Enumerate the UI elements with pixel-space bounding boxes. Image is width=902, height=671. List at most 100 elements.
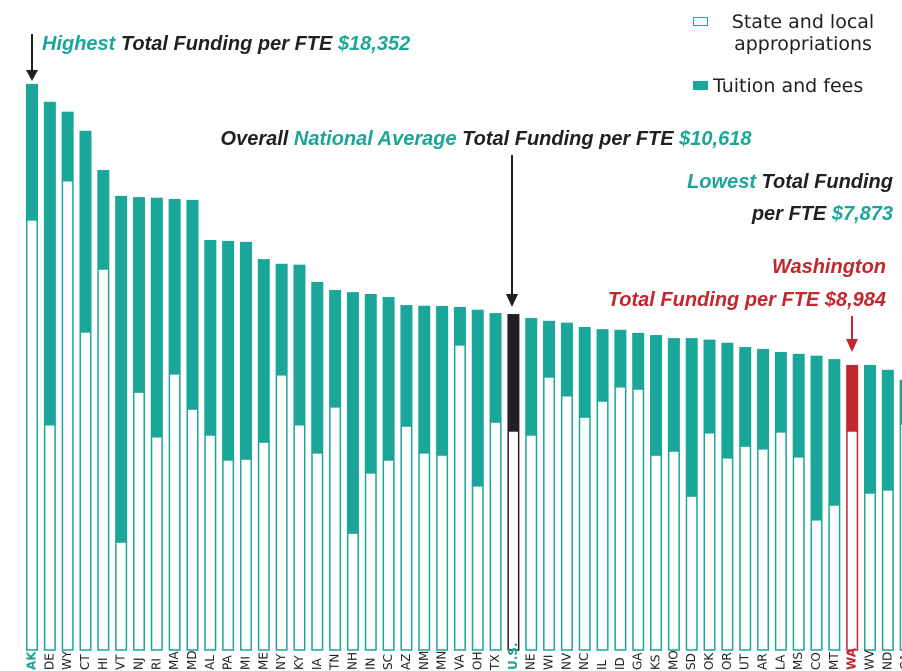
bar-segment — [364, 472, 377, 651]
bar-segment — [400, 305, 413, 427]
bar-segment — [614, 386, 627, 651]
x-tick-label: PA — [221, 655, 235, 670]
x-tick-label: OK — [702, 652, 716, 670]
bar-segment — [204, 434, 217, 651]
x-tick-label: OR — [720, 652, 734, 670]
bar-segment — [186, 408, 199, 651]
bar-segment — [115, 195, 128, 543]
annotation: per FTE $7,873 — [751, 203, 893, 225]
bar-segment — [61, 180, 74, 651]
annotation-part: Overall — [221, 128, 289, 150]
bar-segment — [739, 445, 752, 651]
x-tick-label: NE — [524, 653, 538, 670]
x-tick-label: NY — [274, 653, 288, 670]
x-tick-label: ND — [880, 652, 894, 670]
bar-segment — [346, 292, 359, 534]
x-tick-label: WV — [863, 649, 877, 670]
bar-segment — [132, 391, 145, 651]
x-tick-label: UT — [738, 653, 752, 670]
bar-segment — [43, 424, 56, 651]
x-tick-label: NC — [577, 653, 591, 670]
bar-segment — [204, 240, 217, 435]
x-tick-label: AR — [756, 653, 770, 670]
arrow-head — [846, 339, 858, 352]
bar-segment — [239, 241, 252, 460]
x-tick-label: WI — [542, 655, 556, 670]
bar-segment — [899, 379, 902, 424]
bar-segment — [632, 332, 645, 390]
x-tick-label: MD — [185, 650, 199, 670]
x-tick-label: HI — [96, 657, 110, 670]
annotation-part: $7,873 — [831, 203, 893, 225]
x-tick-label: VA — [452, 654, 466, 670]
bar-segment — [543, 320, 556, 377]
legend-label: Tuition and fees — [713, 75, 864, 97]
bar-segment — [382, 297, 395, 460]
bar-segment — [667, 450, 680, 651]
bar-segment — [578, 327, 591, 418]
bar-segment — [400, 425, 413, 651]
x-tick-label: MS — [791, 652, 805, 670]
x-tick-label: IA — [310, 657, 324, 670]
bar-segment — [257, 441, 270, 651]
x-tick-label: SD — [684, 653, 698, 670]
bar-segment — [560, 322, 573, 396]
bar-segment — [186, 199, 199, 410]
bar-segment — [614, 329, 627, 387]
x-tick-label: AK — [25, 651, 39, 670]
annotation-part: Total Funding per FTE — [121, 33, 333, 55]
bar-segment — [311, 281, 324, 453]
bar-segment — [382, 459, 395, 651]
bar-segment — [311, 452, 324, 651]
x-tick-label: U.S. — [506, 642, 520, 670]
annotation-part: Washington — [772, 256, 886, 278]
bar-segment — [222, 459, 235, 651]
bar-segment — [453, 344, 466, 651]
bar-segment — [132, 197, 145, 393]
bar-segment — [364, 293, 377, 473]
bar-segment — [222, 240, 235, 460]
x-tick-label: AZ — [399, 654, 413, 670]
bar-segment — [846, 364, 859, 431]
x-tick-label: IL — [595, 659, 609, 670]
annotation-part: Total Funding per FTE $8,984 — [608, 289, 886, 311]
annotation-part: $10,618 — [678, 128, 752, 150]
annotation-part: Total Funding per FTE — [462, 128, 674, 150]
bar-segment — [275, 374, 288, 651]
bar-segment — [97, 169, 110, 270]
bar-segment — [436, 306, 449, 456]
bar-segment — [667, 338, 680, 452]
x-tick-label: NV — [559, 652, 573, 670]
bar-segment — [810, 519, 823, 651]
bar-segment — [507, 314, 520, 431]
annotation: Washington — [772, 256, 886, 278]
bar-segment — [525, 434, 538, 651]
x-tick-label: NJ — [131, 657, 145, 670]
x-tick-label: MA — [167, 651, 181, 670]
bar-segment — [650, 454, 663, 651]
bar-segment — [881, 369, 894, 490]
bar-segment — [79, 331, 92, 651]
bar-segment — [329, 406, 342, 651]
bar-segment — [792, 353, 805, 457]
legend-label: State and local appropriations — [731, 11, 875, 55]
bar-segment — [703, 432, 716, 651]
bar-segment — [757, 448, 770, 651]
x-tick-label: NM — [417, 651, 431, 670]
bar-segment — [703, 339, 716, 433]
bar-segment — [757, 348, 770, 449]
annotation: Lowest Total Funding — [687, 171, 893, 193]
annotation-part: Lowest — [687, 171, 757, 193]
bar-segment — [257, 259, 270, 443]
annotation: Highest Total Funding per FTE $18,352 — [42, 33, 410, 55]
bar-segment — [560, 395, 573, 651]
x-tick-label: AL — [203, 655, 217, 670]
x-tick-label: WY — [60, 650, 74, 670]
bar-segment — [61, 111, 74, 181]
bar-segment — [721, 457, 734, 651]
x-tick-label: WA — [845, 647, 859, 670]
x-tick-label: LA — [773, 654, 787, 670]
bar-segment — [168, 198, 181, 374]
bar-segment — [828, 359, 841, 506]
